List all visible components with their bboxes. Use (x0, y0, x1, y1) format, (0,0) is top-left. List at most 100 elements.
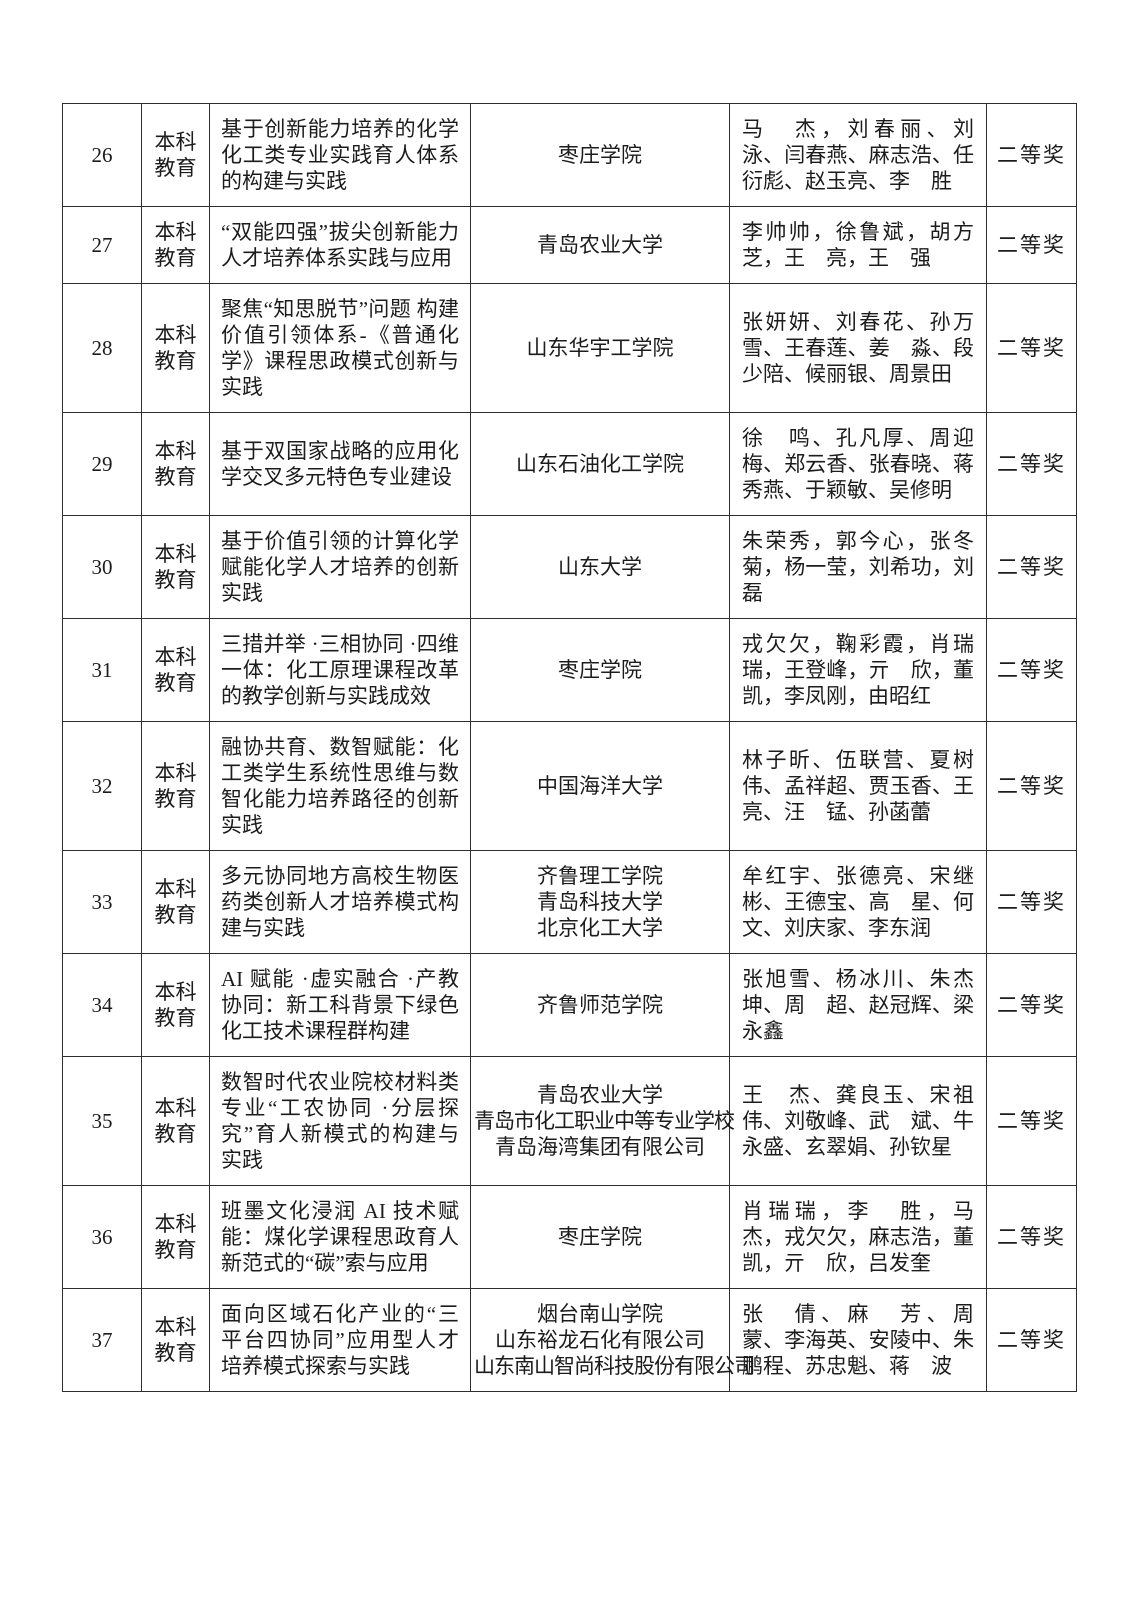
achievement-title: 基于双国家战略的应用化学交叉多元特色专业建设 (221, 439, 459, 489)
achievement-title: 基于创新能力培养的化学化工类专业实践育人体系的构建与实践 (221, 117, 459, 193)
row-category-cell: 本科教育 (141, 1288, 210, 1392)
row-number: 29 (91, 452, 113, 476)
institution-line: 山东石油化工学院 (516, 452, 684, 476)
row-title-cell: 班墨文化浸润 AI 技术赋能：煤化学课程思政育人新范式的“碳”索与应用 (209, 1185, 471, 1289)
institution-line: 齐鲁师范学院 (537, 993, 663, 1017)
row-members-cell: 张妍妍、刘春花、孙万雪、王春莲、姜 淼、段少陪、候丽银、周景田 (729, 283, 987, 413)
institution-line: 北京化工大学 (537, 916, 663, 940)
row-number: 33 (91, 890, 113, 914)
table-row: 37 本科教育 面向区域石化产业的“三平台四协同”应用型人才培养模式探索与实践 … (62, 1288, 1077, 1392)
row-institutions-cell: 山东华宇工学院 (470, 283, 730, 413)
member-names: 林子昕、伍联营、夏树伟、孟祥超、贾玉香、王 亮、汪 锰、孙菡蕾 (742, 748, 995, 824)
row-number: 32 (91, 774, 113, 798)
row-category: 本科教育 (154, 980, 197, 1030)
table-row: 34 本科教育 AI 赋能 ·虚实融合 ·产教协同：新工科背景下绿色化工技术课程… (62, 953, 1077, 1057)
row-members-cell: 马 杰，刘春丽、刘 泳、闫春燕、麻志浩、任衍彪、赵玉亮、李 胜 (729, 103, 995, 207)
row-award-cell: 二等奖 (986, 1288, 1077, 1392)
table-row: 28 本科教育 聚焦“知思脱节”问题 构建价值引领体系-《普通化学》课程思政模式… (62, 283, 1077, 413)
row-category: 本科教育 (154, 439, 197, 489)
institution-line: 山东大学 (558, 555, 642, 579)
row-category: 本科教育 (154, 542, 197, 592)
row-category-cell: 本科教育 (141, 618, 210, 722)
institution-line: 青岛农业大学 (537, 1083, 663, 1107)
row-number: 35 (91, 1109, 113, 1133)
member-names: 徐 鸣、孔凡厚、周迎梅、郑云香、张春晓、蒋秀燕、于颖敏、吴修明 (742, 426, 974, 502)
row-award-cell: 二等奖 (986, 515, 1077, 619)
row-title-cell: 数智时代农业院校材料类专业“工农协同 ·分层探究”育人新模式的构建与实践 (209, 1056, 471, 1186)
achievement-title: “双能四强”拔尖创新能力人才培养体系实践与应用 (221, 220, 459, 270)
row-members-cell: 戎欠欠，鞠彩霞，肖瑞瑞，王登峰，亓 欣，董 凯，李凤刚，由昭红 (729, 618, 995, 722)
row-number-cell: 29 (62, 412, 142, 516)
institution-line: 齐鲁理工学院 (537, 864, 663, 888)
table-row: 32 本科教育 融协共育、数智赋能：化工类学生系统性思维与数智化能力培养路径的创… (62, 721, 1077, 851)
awards-table: 26 本科教育 基于创新能力培养的化学化工类专业实践育人体系的构建与实践 枣庄学… (62, 103, 1077, 1392)
row-number-cell: 27 (62, 206, 142, 284)
row-number-cell: 34 (62, 953, 142, 1057)
institution-line: 青岛市化工职业中等专业学校 (474, 1109, 735, 1133)
row-institutions-cell: 齐鲁理工学院 青岛科技大学 北京化工大学 (470, 850, 730, 954)
row-title-cell: 聚焦“知思脱节”问题 构建价值引领体系-《普通化学》课程思政模式创新与实践 (209, 283, 471, 413)
row-institutions-cell: 齐鲁师范学院 (470, 953, 730, 1057)
row-category-cell: 本科教育 (141, 283, 210, 413)
row-category-cell: 本科教育 (141, 206, 210, 284)
row-number-cell: 32 (62, 721, 142, 851)
row-members-cell: 朱荣秀，郭今心，张冬菊，杨一莹，刘希功，刘 磊 (729, 515, 995, 619)
row-title-cell: 三措并举 ·三相协同 ·四维一体：化工原理课程改革的教学创新与实践成效 (209, 618, 471, 722)
row-category: 本科教育 (154, 1096, 197, 1146)
institution-line: 山东裕龙石化有限公司 (495, 1328, 705, 1352)
award-level: 二等奖 (997, 890, 1066, 914)
row-number: 31 (91, 658, 113, 682)
member-names: 马 杰，刘春丽、刘 泳、闫春燕、麻志浩、任衍彪、赵玉亮、李 胜 (742, 117, 995, 193)
row-number-cell: 35 (62, 1056, 142, 1186)
achievement-title: 班墨文化浸润 AI 技术赋能：煤化学课程思政育人新范式的“碳”索与应用 (221, 1199, 459, 1275)
row-award-cell: 二等奖 (986, 283, 1077, 413)
row-number: 28 (91, 336, 113, 360)
award-level: 二等奖 (997, 143, 1066, 167)
table-row: 30 本科教育 基于价值引领的计算化学赋能化学人才培养的创新实践 山东大学 朱荣… (62, 515, 1077, 619)
row-members-cell: 张 倩、麻 芳、周 蒙、李海英、安陵中、朱鹏程、苏忠魁、蒋 波 (729, 1288, 995, 1392)
institution-line: 枣庄学院 (558, 1225, 642, 1249)
row-category-cell: 本科教育 (141, 412, 210, 516)
row-title-cell: 面向区域石化产业的“三平台四协同”应用型人才培养模式探索与实践 (209, 1288, 471, 1392)
row-number-cell: 36 (62, 1185, 142, 1289)
row-members-cell: 李帅帅，徐鲁斌，胡方芝，王 亮，王 强 (729, 206, 987, 284)
row-number: 37 (91, 1328, 113, 1352)
row-title-cell: 多元协同地方高校生物医药类创新人才培养模式构建与实践 (209, 850, 471, 954)
row-title-cell: 基于双国家战略的应用化学交叉多元特色专业建设 (209, 412, 471, 516)
award-level: 二等奖 (997, 452, 1066, 476)
row-number-cell: 31 (62, 618, 142, 722)
row-institutions-cell: 中国海洋大学 (470, 721, 730, 851)
institution-line: 青岛农业大学 (537, 233, 663, 257)
row-institutions-cell: 山东石油化工学院 (470, 412, 730, 516)
row-members-cell: 徐 鸣、孔凡厚、周迎梅、郑云香、张春晓、蒋秀燕、于颖敏、吴修明 (729, 412, 987, 516)
table-row: 26 本科教育 基于创新能力培养的化学化工类专业实践育人体系的构建与实践 枣庄学… (62, 103, 1077, 207)
award-level: 二等奖 (997, 336, 1066, 360)
row-award-cell: 二等奖 (986, 1185, 1077, 1289)
award-level: 二等奖 (997, 1328, 1066, 1352)
institution-line: 枣庄学院 (558, 658, 642, 682)
table-row: 29 本科教育 基于双国家战略的应用化学交叉多元特色专业建设 山东石油化工学院 … (62, 412, 1077, 516)
row-title-cell: 基于价值引领的计算化学赋能化学人才培养的创新实践 (209, 515, 471, 619)
row-number-cell: 37 (62, 1288, 142, 1392)
row-award-cell: 二等奖 (986, 721, 1077, 851)
member-names: 张 倩、麻 芳、周 蒙、李海英、安陵中、朱鹏程、苏忠魁、蒋 波 (742, 1302, 995, 1378)
awards-table-body: 26 本科教育 基于创新能力培养的化学化工类专业实践育人体系的构建与实践 枣庄学… (62, 103, 1077, 1392)
row-number-cell: 30 (62, 515, 142, 619)
achievement-title: AI 赋能 ·虚实融合 ·产教协同：新工科背景下绿色化工技术课程群构建 (221, 967, 459, 1043)
member-names: 朱荣秀，郭今心，张冬菊，杨一莹，刘希功，刘 磊 (742, 529, 995, 605)
award-level: 二等奖 (997, 1225, 1066, 1249)
table-row: 27 本科教育 “双能四强”拔尖创新能力人才培养体系实践与应用 青岛农业大学 李… (62, 206, 1077, 284)
row-category-cell: 本科教育 (141, 1056, 210, 1186)
row-category: 本科教育 (154, 877, 197, 927)
achievement-title: 三措并举 ·三相协同 ·四维一体：化工原理课程改革的教学创新与实践成效 (221, 632, 459, 708)
row-members-cell: 肖瑞瑞，李 胜，马 杰，戎欠欠，麻志浩，董 凯，亓 欣，吕发奎 (729, 1185, 995, 1289)
row-institutions-cell: 枣庄学院 (470, 1185, 730, 1289)
award-level: 二等奖 (997, 658, 1066, 682)
row-award-cell: 二等奖 (986, 618, 1077, 722)
row-institutions-cell: 青岛农业大学 (470, 206, 730, 284)
member-names: 张旭雪、杨冰川、朱杰坤、周 超、赵冠辉、梁永鑫 (742, 967, 974, 1043)
row-number: 26 (91, 143, 113, 167)
institution-line: 烟台南山学院 (537, 1302, 663, 1326)
row-institutions-cell: 枣庄学院 (470, 618, 730, 722)
row-number: 36 (91, 1225, 113, 1249)
